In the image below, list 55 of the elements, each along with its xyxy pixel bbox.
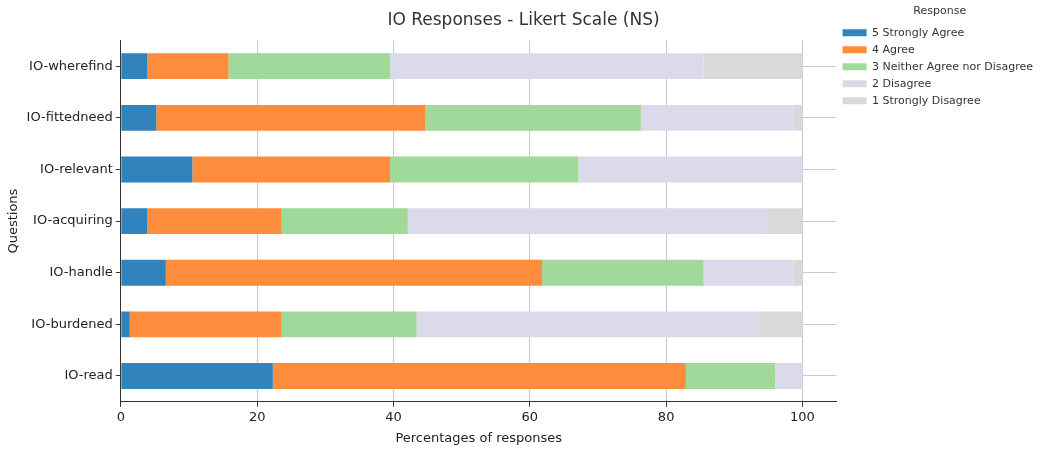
bar	[228, 53, 391, 80]
y-tick-label: IO-burdened	[31, 315, 113, 331]
bar	[281, 208, 408, 235]
x-tick-label: 20	[248, 408, 266, 424]
legend-label: 5 Strongly Agree	[872, 25, 965, 39]
bar	[640, 104, 794, 131]
x-tick-label: 60	[521, 408, 539, 424]
y-tick-label: IO-read	[64, 367, 113, 383]
bar	[425, 104, 641, 131]
bar	[147, 208, 282, 235]
bar	[121, 363, 273, 389]
legend-title: Response	[913, 4, 967, 18]
x-tick-label: 0	[116, 408, 125, 424]
bar	[147, 53, 229, 80]
bar	[121, 156, 193, 183]
bar	[165, 259, 543, 286]
bar	[121, 259, 166, 286]
x-tick-label: 40	[385, 408, 402, 424]
y-tick-label: IO-fittedneed	[26, 109, 113, 125]
y-tick-label: IO-wherefind	[29, 57, 113, 73]
bar	[192, 156, 391, 183]
bar	[703, 53, 803, 80]
legend-label: 1 Strongly Disagree	[872, 93, 981, 107]
bar	[793, 104, 803, 131]
x-axis-title: Percentages of responses	[395, 429, 563, 445]
y-tick-label: IO-handle	[49, 264, 113, 280]
bar	[121, 104, 157, 131]
y-tick-label: IO-acquiring	[33, 212, 113, 228]
chart-title: IO Responses - Likert Scale (NS)	[387, 8, 660, 29]
bar	[156, 104, 426, 131]
bar	[407, 208, 768, 235]
bar	[121, 53, 148, 80]
y-tick-label: IO-relevant	[40, 160, 113, 176]
bar	[578, 156, 803, 183]
bar	[416, 311, 759, 338]
y-axis-title: Questions	[5, 188, 21, 254]
bar	[703, 259, 794, 286]
bar	[793, 259, 803, 286]
legend-label: 3 Neither Agree nor Disagree	[872, 59, 1034, 73]
bar	[685, 363, 776, 389]
x-tick-label: 100	[790, 408, 815, 424]
bar	[390, 156, 579, 183]
bar	[758, 311, 803, 338]
bar	[767, 208, 803, 235]
bar	[281, 311, 417, 338]
bar	[121, 208, 148, 235]
bar	[272, 363, 686, 389]
x-tick-label: 80	[657, 408, 675, 424]
legend-label: 2 Disagree	[872, 76, 932, 90]
bar	[775, 363, 803, 389]
bar	[542, 259, 704, 286]
legend-label: 4 Agree	[872, 42, 916, 56]
bar	[129, 311, 282, 338]
bar	[121, 311, 130, 338]
bar	[390, 53, 704, 80]
